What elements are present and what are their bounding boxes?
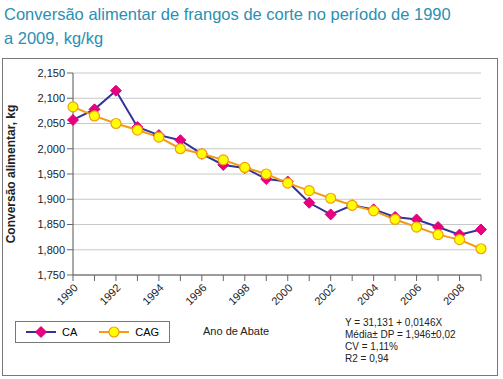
svg-text:2006: 2006 xyxy=(398,281,424,307)
svg-text:1994: 1994 xyxy=(140,281,166,307)
svg-text:1,900: 1,900 xyxy=(37,193,65,205)
svg-text:2,150: 2,150 xyxy=(37,67,65,79)
svg-text:1,850: 1,850 xyxy=(37,218,65,230)
svg-text:2,050: 2,050 xyxy=(37,117,65,129)
svg-text:Conversão alimentar, kg: Conversão alimentar, kg xyxy=(8,105,18,244)
svg-text:2004: 2004 xyxy=(355,281,381,307)
svg-text:2,000: 2,000 xyxy=(37,143,65,155)
svg-text:1998: 1998 xyxy=(226,281,252,307)
html-text:CAG: CAG xyxy=(135,326,160,338)
svg-text:2002: 2002 xyxy=(312,281,338,307)
svg-text:2,100: 2,100 xyxy=(37,92,65,104)
html-text:Conversão alimentar de frangos: Conversão alimentar de frangos de corte … xyxy=(4,5,451,47)
html-text:R2 = 0,94: R2 = 0,94 xyxy=(345,353,389,364)
svg-text:2008: 2008 xyxy=(441,281,467,307)
svg-text:1,800: 1,800 xyxy=(37,244,65,256)
svg-text:1996: 1996 xyxy=(183,281,209,307)
html-text:Y = 31,131 + 0,0146X: Y = 31,131 + 0,0146X xyxy=(345,317,443,328)
svg-text:1990: 1990 xyxy=(54,281,80,307)
svg-text:1,750: 1,750 xyxy=(37,269,65,281)
svg-text:1,950: 1,950 xyxy=(37,168,65,180)
svg-text:1992: 1992 xyxy=(97,281,123,307)
html-text:CA: CA xyxy=(62,326,78,338)
html-text:CV = 1,11%: CV = 1,11% xyxy=(345,341,398,352)
html-text:Média± DP = 1,946±0,02: Média± DP = 1,946±0,02 xyxy=(345,329,456,340)
html-text:Ano de Abate: Ano de Abate xyxy=(203,325,270,337)
svg-text:2000: 2000 xyxy=(269,281,295,307)
